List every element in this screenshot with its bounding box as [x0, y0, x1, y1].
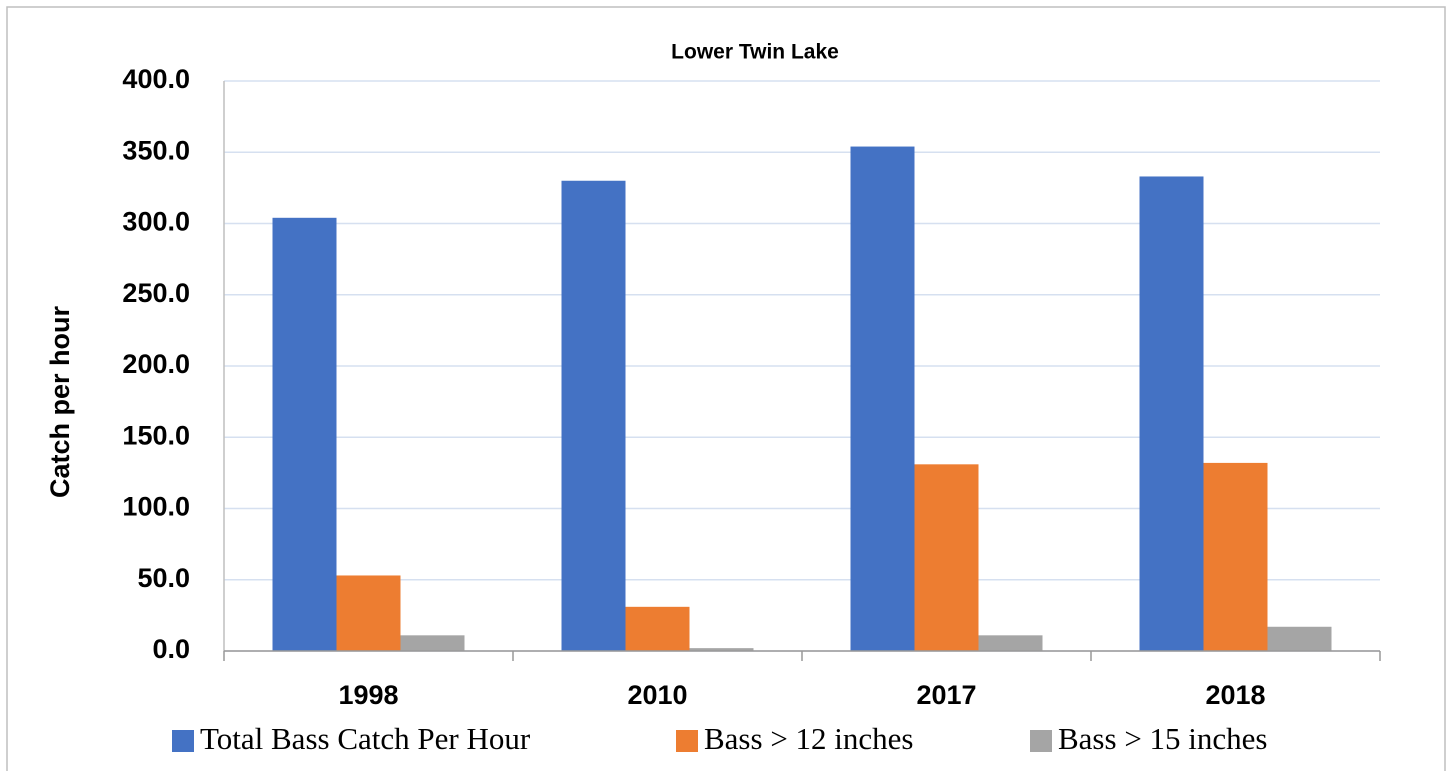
y-tick-label: 0.0	[152, 634, 190, 664]
x-tick-label: 1998	[338, 680, 398, 710]
bar	[1139, 176, 1204, 651]
bar	[625, 606, 690, 651]
chart-title: Lower Twin Lake	[671, 41, 839, 64]
legend-swatch	[172, 730, 194, 752]
bar	[272, 217, 337, 652]
legend-label: Bass > 15 inches	[1058, 721, 1268, 756]
bar	[914, 464, 979, 651]
x-tick-label: 2017	[916, 680, 976, 710]
y-tick-label: 150.0	[122, 420, 190, 450]
bar	[1267, 626, 1332, 651]
y-tick-label: 50.0	[137, 563, 190, 593]
y-tick-label: 250.0	[122, 278, 190, 308]
bar	[400, 635, 465, 651]
bar	[689, 648, 754, 651]
legend-label: Total Bass Catch Per Hour	[200, 721, 531, 756]
chart-border	[6, 6, 1446, 771]
y-tick-label: 200.0	[122, 349, 190, 379]
x-tick-label: 2010	[627, 680, 687, 710]
y-tick-label: 300.0	[122, 207, 190, 237]
legend-swatch	[1030, 730, 1052, 752]
y-tick-label: 350.0	[122, 135, 190, 165]
bar	[561, 180, 626, 651]
legend-label: Bass > 12 inches	[704, 721, 914, 756]
bar	[978, 635, 1043, 651]
y-tick-label: 100.0	[122, 492, 190, 522]
y-tick-label: 400.0	[122, 64, 190, 94]
bar	[1203, 462, 1268, 651]
x-tick-label: 2018	[1205, 680, 1265, 710]
bar	[336, 575, 401, 651]
legend-swatch	[676, 730, 698, 752]
y-axis-title: Catch per hour	[45, 306, 75, 499]
bar	[850, 146, 915, 652]
